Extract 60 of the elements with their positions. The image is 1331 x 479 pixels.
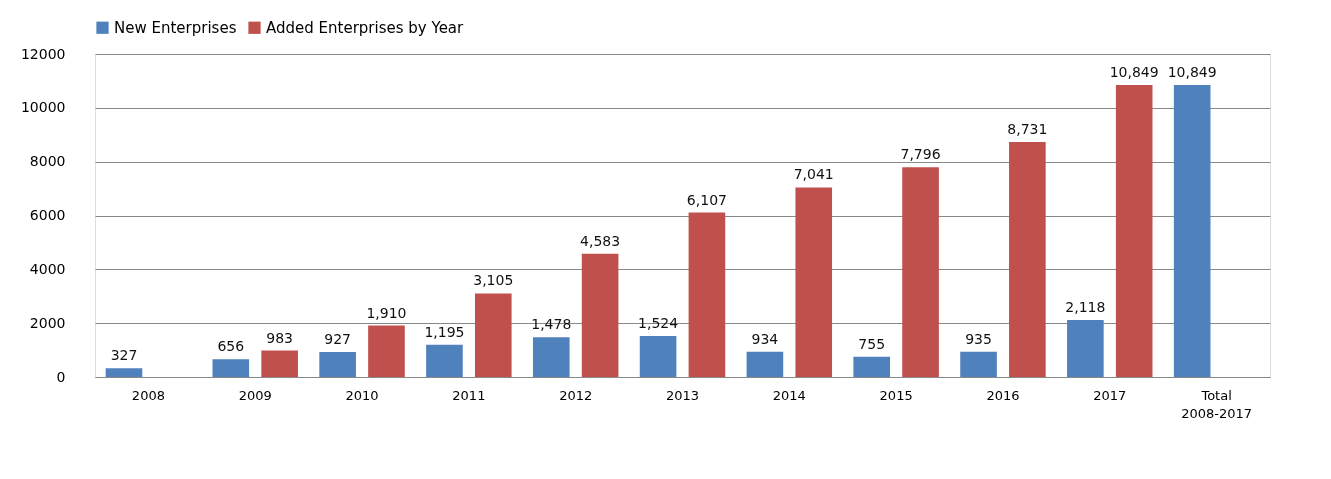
data-label: 8,731 (1007, 120, 1048, 137)
x-tick-label: 2016 (986, 387, 1020, 403)
x-tick-label: Total 2008-2017 (1181, 387, 1253, 421)
data-label: 3,105 (473, 272, 514, 289)
data-label: 1,910 (366, 304, 407, 321)
y-tick-label: 10000 (20, 99, 66, 116)
data-label: 1,478 (531, 316, 572, 333)
y-tick-label: 6000 (29, 207, 66, 223)
bar (532, 337, 570, 377)
bar (1009, 141, 1046, 377)
legend-label: New Enterprises (114, 18, 237, 37)
data-label: 7,041 (793, 166, 834, 183)
bar (1115, 84, 1153, 377)
data-label: 656 (217, 338, 245, 355)
bar (853, 356, 891, 377)
x-tick-label: 2015 (879, 387, 913, 403)
bar (368, 325, 405, 377)
data-label: 983 (266, 329, 294, 346)
bar (426, 344, 463, 377)
data-label: 927 (324, 331, 351, 348)
data-label: 1,524 (638, 314, 679, 331)
bar (1067, 319, 1104, 377)
bar (1173, 84, 1211, 377)
x-tick-label: 2011 (452, 387, 486, 403)
y-tick-label: 8000 (29, 153, 66, 170)
data-label: 935 (965, 330, 992, 347)
data-label: 755 (858, 335, 886, 352)
data-label: 2,118 (1065, 298, 1106, 315)
legend-label: Added Enterprises by Year (266, 18, 465, 37)
bar (960, 351, 997, 377)
bar (212, 359, 250, 377)
data-label: 10,849 (1167, 63, 1217, 80)
y-tick-label: 0 (56, 368, 66, 385)
x-tick-label: 2009 (238, 387, 272, 403)
bar (688, 212, 726, 377)
bar (261, 350, 298, 377)
x-tick-label: 2013 (665, 387, 700, 403)
data-label: 4,583 (580, 232, 621, 249)
y-tick-label: 2000 (29, 314, 66, 331)
y-tick-label: 4000 (29, 260, 66, 277)
data-label: 10,849 (1109, 63, 1159, 80)
bar (746, 351, 784, 377)
x-tick-label: 2008 (131, 387, 165, 403)
data-label: 6,107 (686, 191, 727, 208)
bar (639, 335, 677, 377)
data-label: 1,195 (424, 323, 465, 340)
x-tick-label: 2014 (772, 387, 806, 403)
bar (319, 352, 356, 377)
bar (902, 167, 939, 377)
bar (795, 187, 833, 377)
bar (474, 293, 512, 377)
x-tick-label: 2010 (345, 387, 379, 403)
bar (105, 368, 143, 377)
y-tick-label: 12000 (20, 45, 66, 62)
data-label: 7,796 (900, 146, 941, 163)
data-label: 327 (110, 347, 138, 364)
x-tick-label: 2017 (1093, 387, 1127, 403)
bar (581, 253, 619, 377)
x-tick-label: 2012 (559, 387, 593, 403)
data-label: 934 (751, 330, 779, 347)
